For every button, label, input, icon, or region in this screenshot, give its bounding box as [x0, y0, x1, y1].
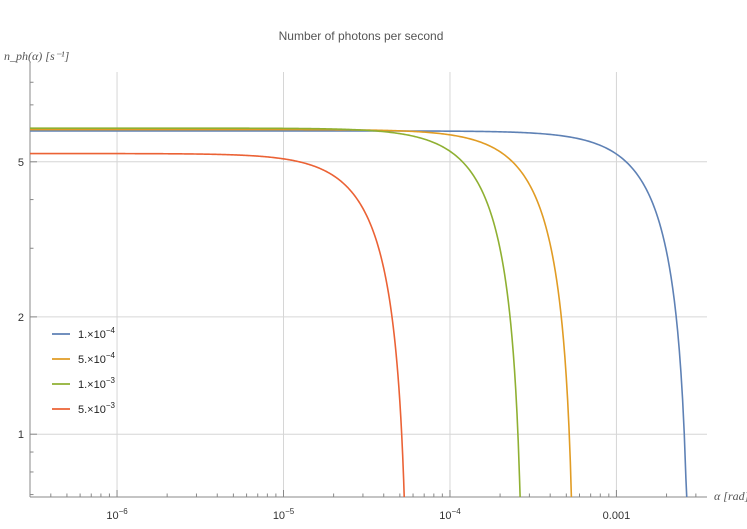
chart-title: Number of photons per second: [279, 29, 444, 43]
x-tick-label: 10−6: [106, 507, 128, 522]
y-axis-label: n_ph(α) [s⁻¹]: [4, 49, 70, 63]
y-tick-label: 2: [18, 312, 24, 324]
y-tick-label: 5: [18, 157, 24, 169]
series-line-1: [30, 130, 688, 497]
legend-label-2: 5.×10−4: [78, 351, 116, 366]
legend-label-1: 1.×10−4: [78, 326, 116, 341]
grid: [30, 72, 707, 497]
x-tick-label: 10−4: [439, 507, 461, 522]
legend-label-3: 1.×10−3: [78, 376, 116, 391]
series-line-2: [30, 128, 573, 497]
axes: 10−6 10−5 10−4 0.001 1 2 5: [18, 62, 707, 522]
y-tick-label: 1: [18, 429, 24, 441]
legend-label-4: 5.×10−3: [78, 401, 116, 416]
series-line-3: [30, 127, 521, 497]
series-lines: [30, 127, 688, 497]
legend: 1.×10−4 5.×10−4 1.×10−3 5.×10−3: [52, 326, 116, 416]
series-line-4: [30, 152, 406, 497]
x-tick-label: 10−5: [273, 507, 295, 522]
x-tick-label: 0.001: [603, 510, 631, 522]
x-axis-label: α [rad]: [714, 489, 747, 503]
